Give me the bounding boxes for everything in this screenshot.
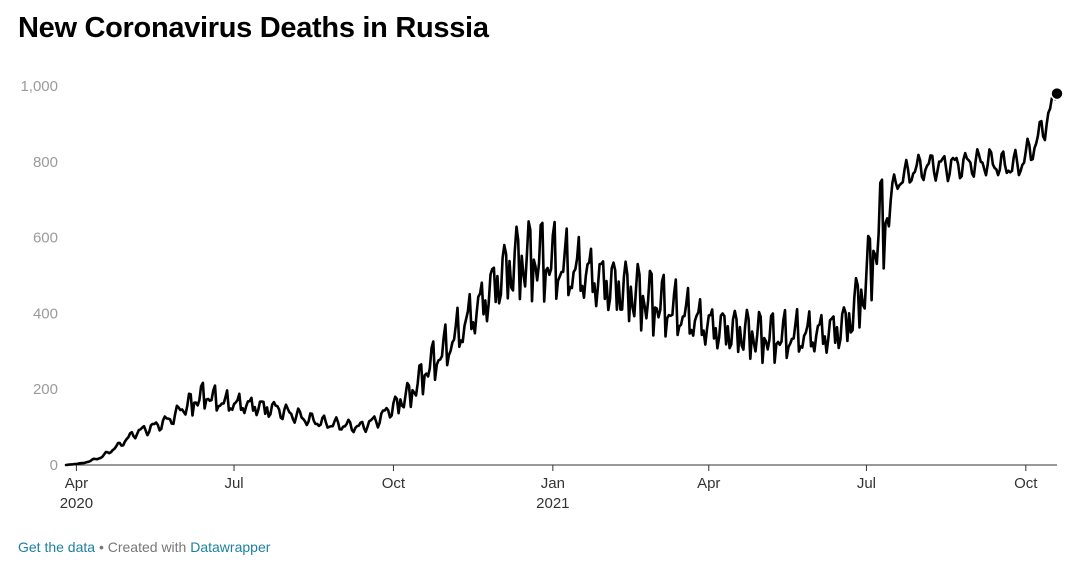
latest-value-dot[interactable] <box>1050 86 1064 101</box>
y-axis-ticks: 0 200 400 600 800 1,000 <box>20 78 58 474</box>
footer: Get the data • Created with Datawrapper <box>18 539 270 555</box>
x-tick-label: Jul <box>224 475 243 492</box>
chart-title: New Coronavirus Deaths in Russia <box>18 12 489 44</box>
footer-separator: • <box>98 539 104 555</box>
x-axis-ticks: Apr 2020 Jul Oct Jan 2021 Apr Jul Oct <box>60 465 1038 512</box>
x-tick-label: Oct <box>382 475 406 492</box>
y-tick-label: 400 <box>33 305 58 322</box>
footer-created-with: Created with <box>107 539 187 555</box>
y-tick-label: 800 <box>33 154 58 171</box>
y-tick-label: 1,000 <box>20 78 58 95</box>
x-tick-label: Apr <box>65 475 88 492</box>
x-tick-label: Jan <box>541 475 565 492</box>
y-tick-label: 200 <box>33 381 58 398</box>
datawrapper-link[interactable]: Datawrapper <box>190 539 271 555</box>
x-tick-year-label: 2021 <box>536 495 569 512</box>
y-tick-label: 0 <box>50 457 58 474</box>
x-tick-label: Jul <box>857 475 876 492</box>
get-data-link[interactable]: Get the data <box>18 539 96 555</box>
x-tick-label: Oct <box>1014 475 1038 492</box>
series-line-new-deaths[interactable] <box>64 91 1059 467</box>
x-tick-label: Apr <box>697 475 720 492</box>
x-tick-year-label: 2020 <box>60 495 93 512</box>
y-tick-label: 600 <box>33 230 58 247</box>
